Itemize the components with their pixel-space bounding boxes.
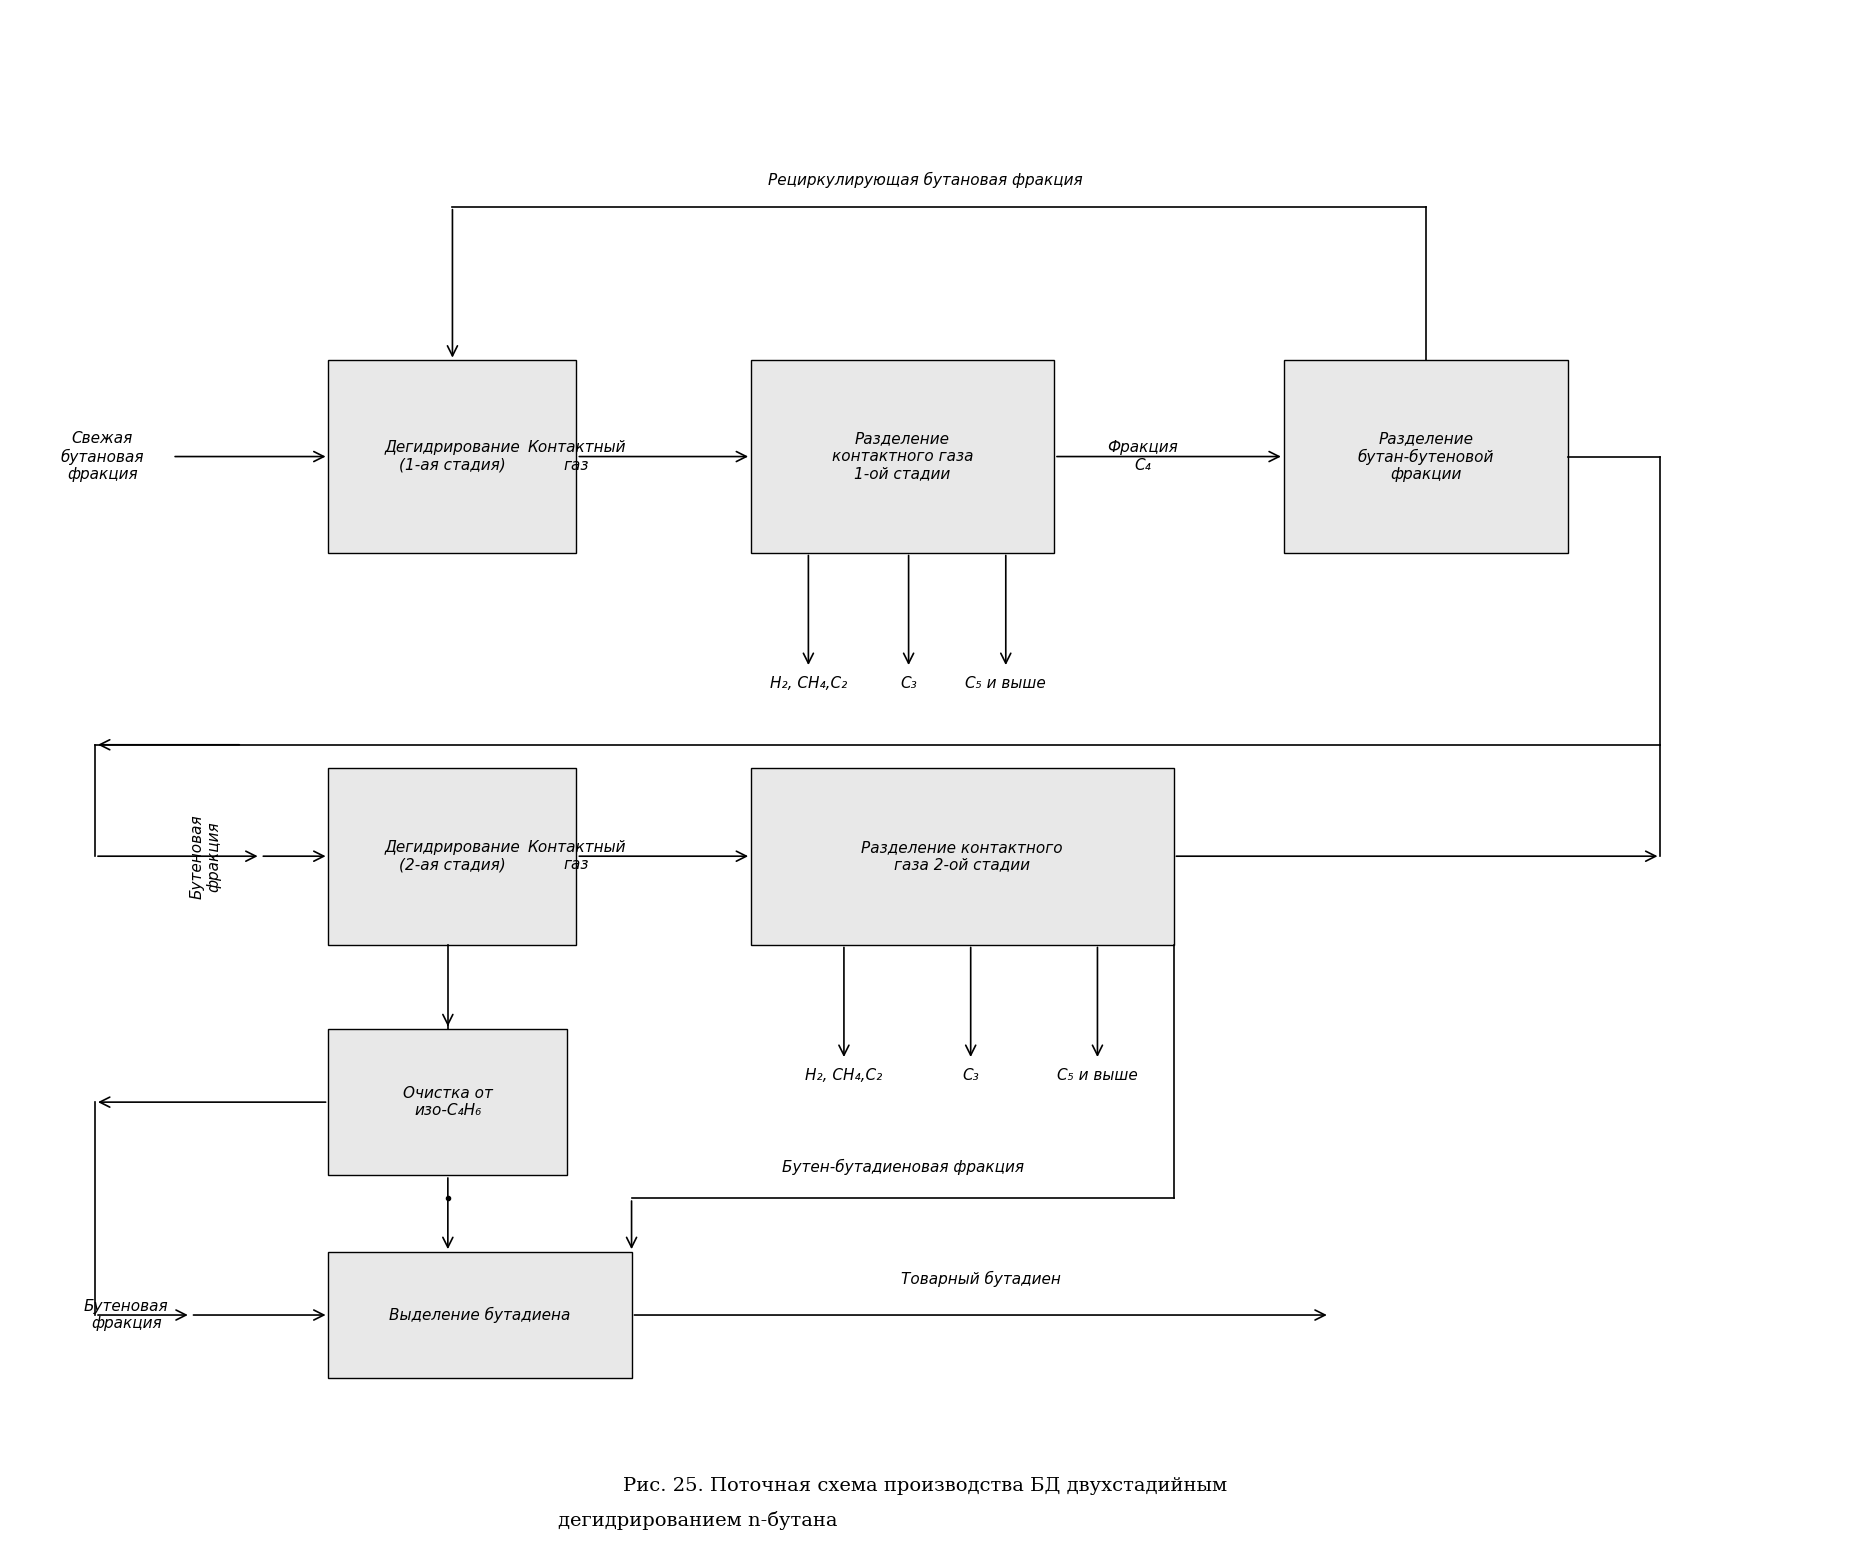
Text: Рис. 25. Поточная схема производства БД двухстадийным: Рис. 25. Поточная схема производства БД … [624,1477,1227,1495]
Text: H₂, CH₄,C₂: H₂, CH₄,C₂ [805,1067,883,1083]
Bar [328,1030,566,1176]
Text: Бутеновая
фракция: Бутеновая фракция [83,1298,168,1331]
Text: Выделение бутадиена: Выделение бутадиена [389,1307,570,1323]
Text: Фракция
C₄: Фракция C₄ [1107,440,1177,473]
Text: Очистка от
изо-C₄H₆: Очистка от изо-C₄H₆ [404,1086,492,1118]
Text: Разделение контактного
газа 2-ой стадии: Разделение контактного газа 2-ой стадии [861,841,1062,872]
Text: Дегидрирование
(1-ая стадия): Дегидрирование (1-ая стадия) [385,440,520,473]
Text: Рециркулирующая бутановая фракция: Рециркулирующая бутановая фракция [768,172,1083,188]
Bar [328,1252,631,1377]
Text: C₃: C₃ [963,1067,979,1083]
Bar [1285,360,1568,552]
Text: C₅ и выше: C₅ и выше [1057,1067,1138,1083]
Bar [328,360,576,552]
Text: Контактный
газ: Контактный газ [528,841,626,872]
Text: Дегидрирование
(2-ая стадия): Дегидрирование (2-ая стадия) [385,841,520,872]
Text: Товарный бутадиен: Товарный бутадиен [901,1272,1061,1287]
Text: Бутен-бутадиеновая фракция: Бутен-бутадиеновая фракция [781,1159,1024,1176]
Bar [752,768,1174,945]
Text: C₃: C₃ [900,676,916,690]
Text: C₅ и выше: C₅ и выше [966,676,1046,690]
Bar [752,360,1053,552]
Text: Контактный
газ: Контактный газ [528,440,626,473]
Text: Бутеновая
фракция: Бутеновая фракция [189,814,222,898]
Text: Разделение
контактного газа
1-ой стадии: Разделение контактного газа 1-ой стадии [831,431,974,481]
Text: H₂, CH₄,C₂: H₂, CH₄,C₂ [770,676,848,690]
Bar [328,768,576,945]
Text: Разделение
бутан-бутеновой
фракции: Разделение бутан-бутеновой фракции [1359,431,1494,482]
Text: Свежая
бутановая
фракция: Свежая бутановая фракция [61,431,144,482]
Text: дегидрированием n-бутана: дегидрированием n-бутана [559,1512,839,1531]
